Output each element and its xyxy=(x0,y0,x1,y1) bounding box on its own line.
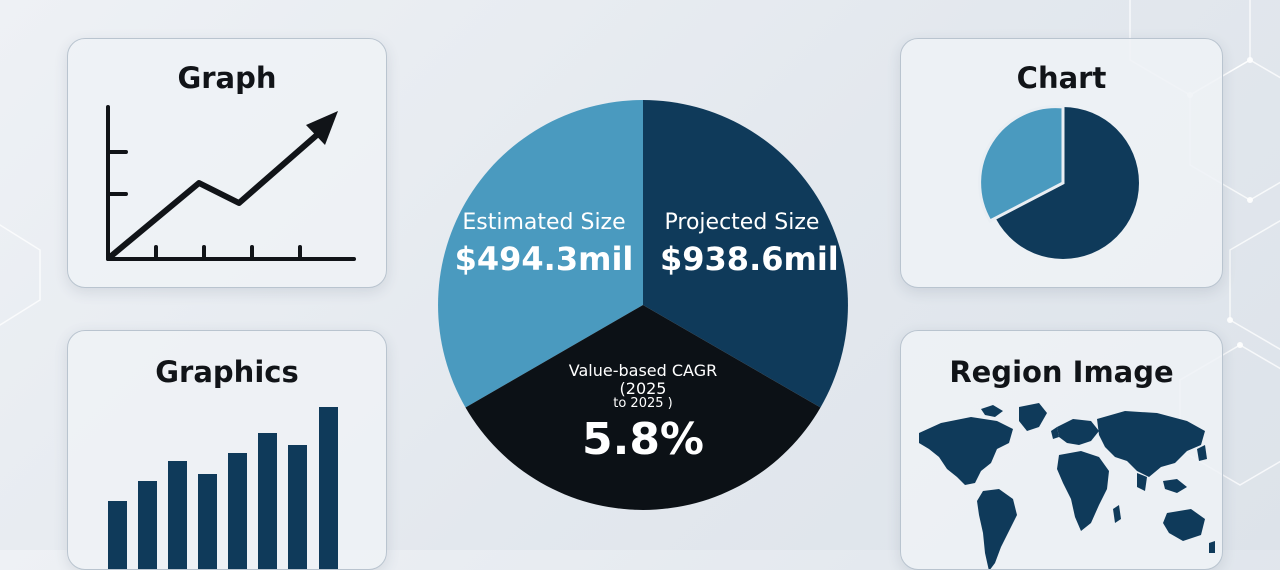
pie-chart-icon xyxy=(978,105,1139,259)
graph-card: Graph xyxy=(67,38,387,288)
cagr-range-line1: (2025 xyxy=(619,379,667,398)
region-card: Region Image xyxy=(900,330,1223,570)
projected-size-label: Projected Size xyxy=(664,210,820,235)
estimated-size-value: $494.3mil xyxy=(454,240,634,278)
bar-chart-icon xyxy=(108,407,338,569)
cagr-label: Value-based CAGR xyxy=(568,361,718,380)
projected-size-value: $938.6mil xyxy=(660,240,839,278)
graphics-card-title: Graphics xyxy=(155,355,299,389)
chart-card: Chart xyxy=(900,38,1223,288)
world-map-icon xyxy=(919,403,1215,569)
graph-card-title: Graph xyxy=(177,61,277,95)
line-graph-arrow-icon xyxy=(106,105,356,261)
cagr-value: 5.8% xyxy=(581,414,705,465)
graphics-card: Graphics xyxy=(67,330,387,570)
chart-card-title: Chart xyxy=(1016,61,1107,95)
cagr-slice xyxy=(465,305,821,510)
estimated-size-slice xyxy=(438,100,643,408)
region-card-title: Region Image xyxy=(949,355,1174,389)
cagr-range-line2: to 2025 ) xyxy=(613,396,673,411)
estimated-size-label: Estimated Size xyxy=(462,210,626,235)
market-size-pie xyxy=(438,100,848,510)
projected-size-slice xyxy=(643,100,848,408)
